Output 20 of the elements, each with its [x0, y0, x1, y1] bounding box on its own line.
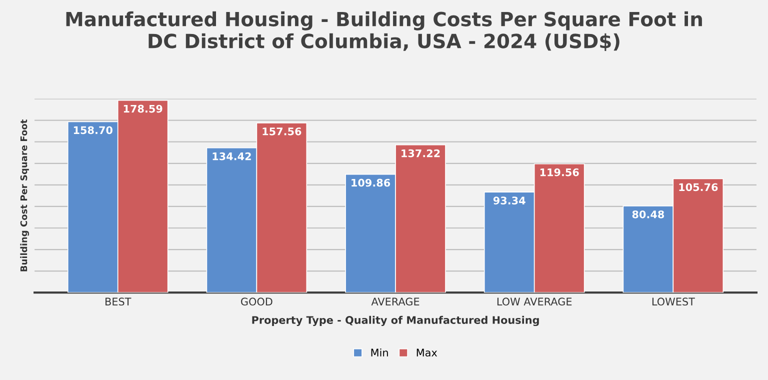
legend-label: Max	[416, 348, 438, 357]
data-label: 105.76	[679, 183, 718, 192]
x-axis-title: Property Type - Quality of Manufactured Housing	[252, 316, 539, 326]
data-label: 119.56	[540, 168, 579, 176]
data-label: 157.56	[262, 127, 302, 136]
data-label: 134.42	[212, 152, 251, 160]
y-axis-title: Building Cost Per Square Foot	[20, 120, 30, 272]
x-tick-label: AVERAGE	[371, 298, 420, 306]
data-label: 80.48	[632, 210, 664, 218]
data-label: 178.59	[124, 104, 162, 113]
data-label: 93.34	[493, 196, 526, 204]
x-tick-label: BEST	[106, 298, 132, 306]
x-tick-label: LOWEST	[652, 298, 695, 306]
chart-title: Manufactured Housing - Building Costs Per Square Foot in DC District of Columbia, USA - 2024 (USD$)	[66, 11, 702, 51]
data-label: 109.86	[352, 178, 390, 187]
x-tick-label: GOOD	[241, 298, 272, 306]
data-label: 158.70	[74, 126, 112, 134]
x-tick-label: LOW AVERAGE	[497, 298, 572, 306]
data-label: 137.22	[402, 149, 440, 158]
legend-label: Min	[371, 348, 388, 356]
